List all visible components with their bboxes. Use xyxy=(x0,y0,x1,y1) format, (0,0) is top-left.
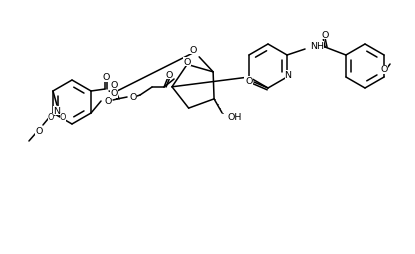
Text: O: O xyxy=(245,76,253,85)
Text: O: O xyxy=(165,70,173,79)
Text: N: N xyxy=(244,76,251,85)
Text: O: O xyxy=(129,92,137,101)
Text: OH: OH xyxy=(227,113,242,122)
Text: N: N xyxy=(285,70,292,79)
Text: O: O xyxy=(35,126,43,135)
Text: O: O xyxy=(110,89,118,98)
Text: O: O xyxy=(381,65,388,74)
Text: O: O xyxy=(104,96,112,105)
Text: N: N xyxy=(54,106,61,115)
Text: O: O xyxy=(60,113,66,122)
Text: O: O xyxy=(189,46,197,55)
Text: NH: NH xyxy=(310,41,324,50)
Text: O: O xyxy=(48,113,54,122)
Text: O: O xyxy=(110,80,118,89)
Text: O: O xyxy=(103,73,110,82)
Text: O: O xyxy=(183,58,191,67)
Text: O: O xyxy=(321,30,329,39)
